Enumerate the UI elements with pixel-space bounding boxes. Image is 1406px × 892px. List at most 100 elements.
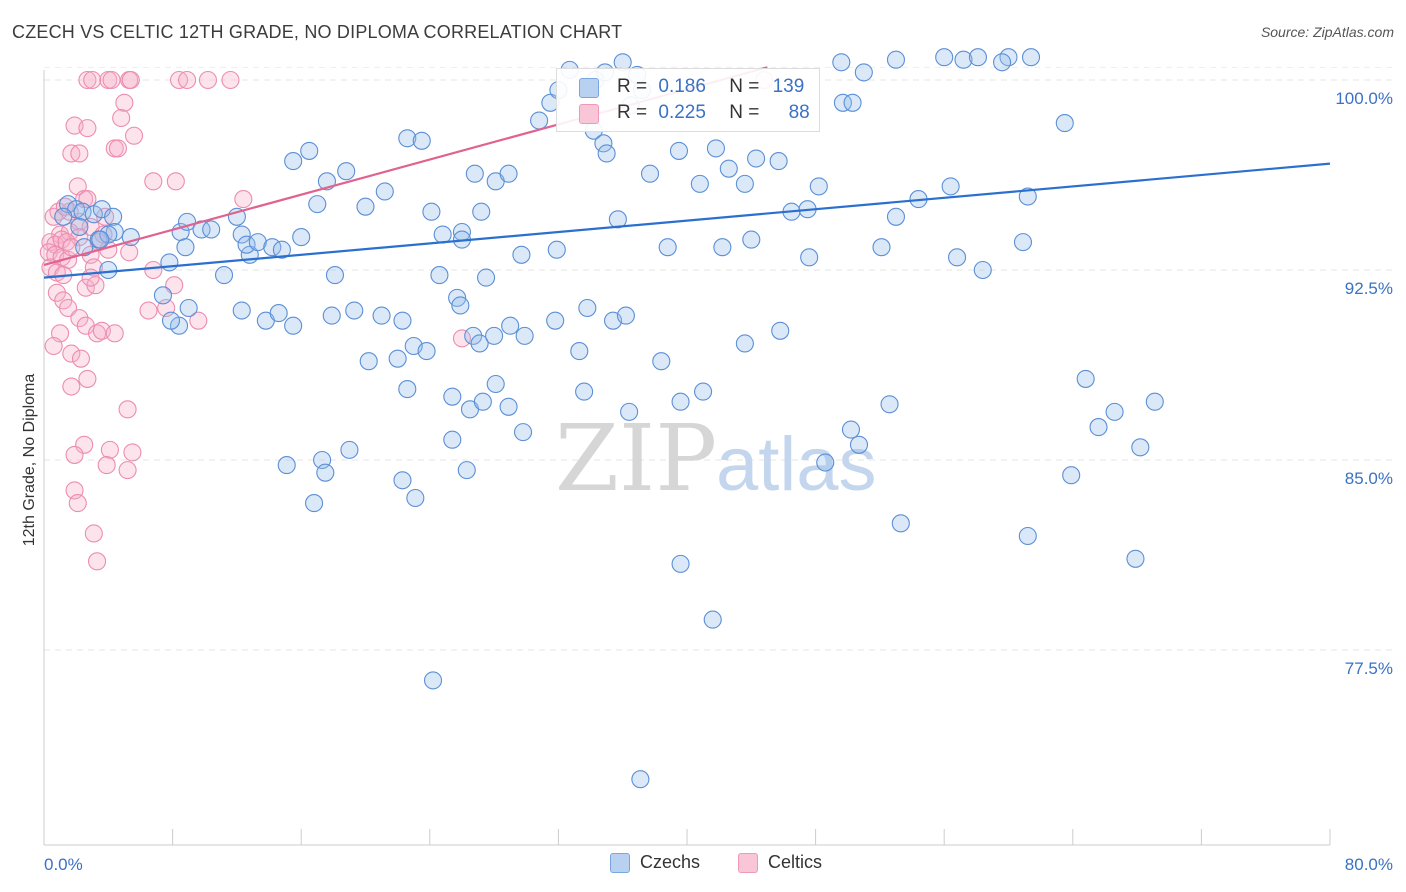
czechs-point <box>202 220 221 239</box>
czechs-point <box>809 177 828 196</box>
czechs-point <box>713 238 732 257</box>
czechs-point <box>706 139 725 158</box>
czechs-point <box>161 311 181 330</box>
czechs-point <box>816 453 835 472</box>
czechs-point <box>104 207 123 226</box>
czechs-point <box>305 494 324 513</box>
celtics-point <box>44 336 63 356</box>
czechs-point <box>1105 402 1124 421</box>
czechs-point <box>214 266 234 285</box>
celtics-point <box>124 126 144 145</box>
czechs-point <box>833 93 852 112</box>
tick-labels: 77.5% 85.0% 92.5% 100.0% 0.0% 80.0% <box>44 89 1393 874</box>
czechs-point <box>398 380 417 399</box>
czechs-point <box>359 352 378 371</box>
celtics-point <box>115 93 134 112</box>
czechs-point <box>886 50 906 69</box>
czechs-point <box>973 260 992 280</box>
czechs-point <box>388 349 407 368</box>
czechs-point <box>594 134 613 153</box>
celtics-point <box>112 108 131 128</box>
czechs-point <box>372 306 391 325</box>
czechs-point <box>443 430 462 449</box>
czechs-point <box>1062 466 1081 485</box>
celtics-point <box>102 70 121 90</box>
celtics-point <box>70 309 89 328</box>
czechs-point <box>99 260 118 280</box>
czechs-point <box>608 210 627 229</box>
czechs-point <box>375 182 394 201</box>
czechs-point <box>735 174 754 193</box>
y-tick-label: 85.0% <box>1345 469 1393 488</box>
celtics-point <box>87 552 107 571</box>
watermark-zip: ZIP <box>555 405 717 512</box>
legend-r-label: R = <box>617 102 648 123</box>
czechs-point <box>742 230 761 249</box>
source-label: Source: ZipAtlas.com <box>1260 24 1394 40</box>
czechs-point <box>669 141 689 160</box>
bottom-legend-label-czechs: Czechs <box>640 852 701 872</box>
celtics-point <box>87 324 107 343</box>
celtics-point <box>120 243 139 262</box>
czechs-point <box>620 402 639 421</box>
y-tick-label: 92.5% <box>1345 279 1393 298</box>
celtics-point <box>84 524 103 543</box>
czechs-point <box>515 326 534 345</box>
czechs-point <box>530 111 549 130</box>
czechs-point <box>160 253 179 272</box>
czechs-point <box>771 321 790 340</box>
czechs-point <box>176 238 195 257</box>
axes <box>43 70 1331 846</box>
celtics-point <box>144 260 163 280</box>
czechs-point <box>237 235 256 254</box>
czechs-point <box>935 48 954 67</box>
czechs-point <box>1131 438 1150 457</box>
czechs-point <box>968 48 988 67</box>
czechs-point <box>412 131 431 150</box>
czechs-point <box>575 382 594 401</box>
czechs-point <box>322 306 341 325</box>
czechs-point <box>652 352 671 371</box>
czechs-point <box>597 144 616 163</box>
czechs-point <box>284 152 303 171</box>
czechs-point <box>658 238 677 257</box>
celtics-point <box>44 207 63 226</box>
legend-czechs-r: 0.186 <box>658 76 706 97</box>
celtics-point <box>198 70 218 90</box>
czechs-point <box>272 240 291 259</box>
czechs-point <box>570 342 589 361</box>
czechs-point <box>486 374 505 394</box>
celtics-point <box>70 144 89 163</box>
celtics-point <box>62 377 81 396</box>
y-tick-label: 100.0% <box>1335 89 1393 108</box>
celtics-point <box>78 369 97 388</box>
czechs-point <box>640 164 660 183</box>
celtics-point <box>123 443 142 462</box>
celtics-point <box>108 139 127 158</box>
czechs-point <box>671 554 690 573</box>
legend-n-label: N = <box>729 76 760 97</box>
czechs-point <box>1126 549 1145 568</box>
czechs-point <box>340 440 359 459</box>
czechs-point <box>499 164 518 183</box>
czechs-point <box>547 240 566 259</box>
czechs-point <box>457 461 476 480</box>
czechs-point <box>417 342 436 361</box>
czechs-point <box>277 456 296 475</box>
czechs-point <box>800 248 819 267</box>
legend-swatch-celtics <box>579 104 599 124</box>
bottom-legend-swatch-czechs <box>610 853 630 873</box>
celtics-point <box>78 119 97 138</box>
celtics-point <box>121 70 140 90</box>
czechs-point <box>473 392 492 411</box>
czechs-point <box>472 202 491 221</box>
czechs-point <box>248 233 267 252</box>
czechs-point <box>477 268 496 287</box>
czechs-point <box>485 326 504 345</box>
czechs-point <box>880 395 899 414</box>
czechs-point <box>398 129 417 148</box>
czechs-point <box>1021 48 1041 67</box>
legend-swatch-czechs <box>579 78 599 98</box>
czechs-point <box>284 316 303 335</box>
